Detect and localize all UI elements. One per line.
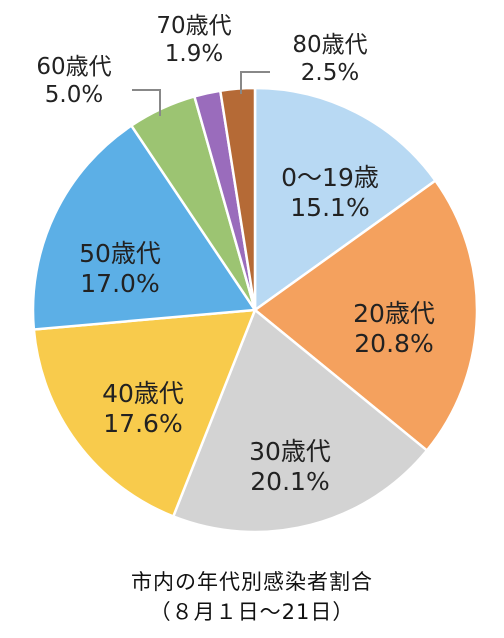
pie-slice-1 bbox=[253, 86, 437, 312]
slice-value-label-1: 15.1% bbox=[290, 193, 369, 222]
slice-value-label-5: 17.0% bbox=[80, 269, 159, 298]
slice-category-label-3: 30歳代 bbox=[249, 437, 331, 466]
slice-category-label-1: 0〜19歳 bbox=[281, 163, 379, 192]
slice-category-label-7: 70歳代 bbox=[156, 13, 231, 39]
leader-line-8 bbox=[240, 71, 270, 94]
slice-value-label-8: 2.5% bbox=[301, 60, 359, 86]
slice-category-label-2: 20歳代 bbox=[353, 299, 435, 328]
slice-value-label-2: 20.8% bbox=[354, 329, 433, 358]
pie-slice-2 bbox=[253, 179, 479, 452]
slice-value-label-6: 5.0% bbox=[45, 82, 103, 108]
leader-line-6 bbox=[132, 89, 161, 116]
slice-category-label-6: 60歳代 bbox=[36, 54, 111, 80]
slice-category-label-4: 40歳代 bbox=[102, 379, 184, 408]
slice-value-label-4: 17.6% bbox=[103, 409, 182, 438]
pie-slice-3 bbox=[172, 308, 429, 534]
slice-category-label-5: 50歳代 bbox=[79, 239, 161, 268]
chart-caption-title: 市内の年代別感染者割合 bbox=[131, 570, 373, 594]
pie-slice-8 bbox=[219, 86, 257, 312]
pie-slice-5 bbox=[31, 124, 257, 331]
pie-slice-4 bbox=[32, 308, 257, 518]
slice-category-label-8: 80歳代 bbox=[292, 32, 367, 58]
slice-value-label-7: 1.9% bbox=[165, 41, 223, 67]
slice-value-label-3: 20.1% bbox=[250, 467, 329, 496]
chart-caption-date-range: （８月１日〜21日） bbox=[149, 600, 355, 624]
